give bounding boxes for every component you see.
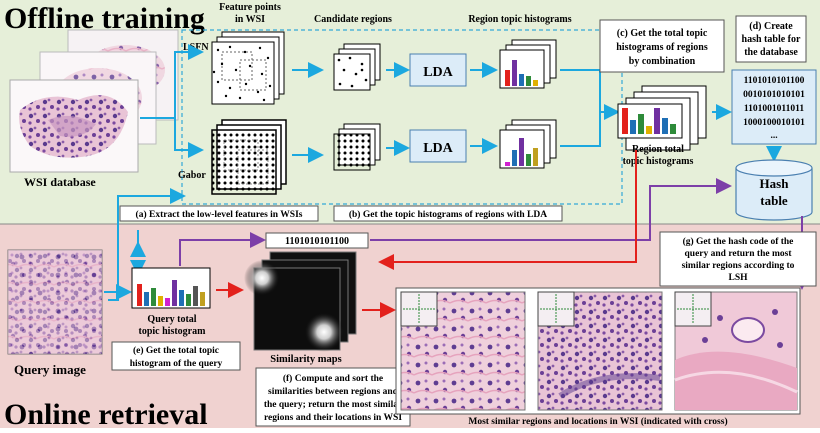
step-c-line-1: (c) Get the total topic	[617, 28, 708, 39]
step-e-line-1: (e) Get the total topic	[133, 345, 219, 356]
step-f-line-2: similarities between regions and	[268, 387, 399, 397]
binary-code-2: 0010101010101	[743, 90, 805, 100]
step-d-line-1: (d) Create	[749, 21, 793, 32]
step-c-line-2: histograms of regions	[616, 42, 708, 53]
step-b-box	[333, 205, 563, 222]
step-b-text: (b) Get the topic histograms of regions …	[349, 209, 547, 220]
binary-codes-box	[731, 69, 817, 145]
step-f-box	[255, 367, 411, 427]
topic-histograms-bottom	[499, 119, 557, 169]
wsi-database-images	[9, 29, 179, 173]
candidate-regions-top	[333, 43, 381, 91]
step-d-line-3: the database	[744, 47, 798, 58]
region-total-label-1: Region total	[632, 144, 684, 155]
step-a-box	[119, 205, 319, 222]
hash-table-cylinder	[735, 159, 813, 221]
step-f-line-1: (f) Compute and sort the	[283, 373, 383, 384]
query-total-label-1: Query total	[147, 314, 196, 325]
lda-label-bottom: LDA	[423, 141, 453, 156]
query-image	[7, 249, 103, 355]
step-d-box	[735, 15, 807, 63]
query-total-label-2: topic histogram	[139, 326, 207, 337]
topic-histograms-top	[499, 39, 557, 89]
result-region-2	[537, 291, 663, 411]
binary-code-4: 1000100010101	[743, 118, 805, 128]
most-similar-label: Most similar regions and locations in WS…	[468, 416, 727, 427]
step-e-line-2: histogram of the query	[130, 359, 223, 369]
result-region-3	[674, 291, 798, 411]
candidate-regions-label: Candidate regions	[314, 14, 392, 25]
region-total-label-2: topic histograms	[623, 156, 694, 167]
step-d-line-2: hash table for	[742, 34, 801, 45]
similarity-maps-label: Similarity maps	[270, 354, 341, 365]
query-histogram	[131, 267, 211, 309]
step-f-line-3: the query; return the most similar	[264, 400, 403, 410]
lda-label-top: LDA	[423, 65, 453, 80]
lsfn-feature-stack	[211, 31, 285, 105]
hash-table-label-2: table	[760, 193, 788, 208]
binary-code-3: 1101001011011	[744, 104, 804, 114]
query-hash-code-box	[265, 232, 369, 249]
step-g-line-4: LSH	[728, 273, 748, 283]
lda-box-top	[409, 53, 467, 87]
query-image-label: Query image	[14, 362, 86, 377]
region-topic-histograms-label: Region topic histograms	[468, 14, 571, 25]
wsi-database-label: WSI database	[24, 175, 96, 189]
hash-table-label-1: Hash	[760, 176, 790, 191]
step-c-line-3: by combination	[629, 56, 696, 67]
query-hash-code: 1101010101100	[285, 236, 349, 247]
gabor-label: Gabor	[178, 170, 206, 181]
step-f-line-4: regions and their locations in WSI	[264, 413, 402, 423]
step-g-line-1: (g) Get the hash code of the	[683, 236, 794, 247]
step-a-text: (a) Extract the low-level features in WS…	[136, 209, 303, 220]
step-g-line-2: query and return the most	[685, 249, 793, 259]
binary-code-1: 1101010101100	[744, 76, 805, 86]
lda-box-bottom	[409, 129, 467, 163]
candidate-regions-bottom	[333, 123, 381, 171]
region-total-histograms	[617, 85, 707, 151]
step-c-box	[599, 19, 725, 73]
step-g-box	[659, 231, 817, 287]
feature-points-label: Feature points	[219, 2, 281, 13]
in-wsi-label: in WSI	[235, 14, 265, 25]
step-g-line-3: similar regions according to	[682, 261, 795, 271]
similarity-maps	[244, 251, 357, 352]
result-region-1	[400, 291, 526, 411]
online-title: Online retrieval	[4, 398, 208, 428]
binary-code-ellipsis: ...	[770, 131, 777, 141]
gabor-feature-stack	[211, 119, 287, 195]
step-e-box	[111, 341, 241, 371]
